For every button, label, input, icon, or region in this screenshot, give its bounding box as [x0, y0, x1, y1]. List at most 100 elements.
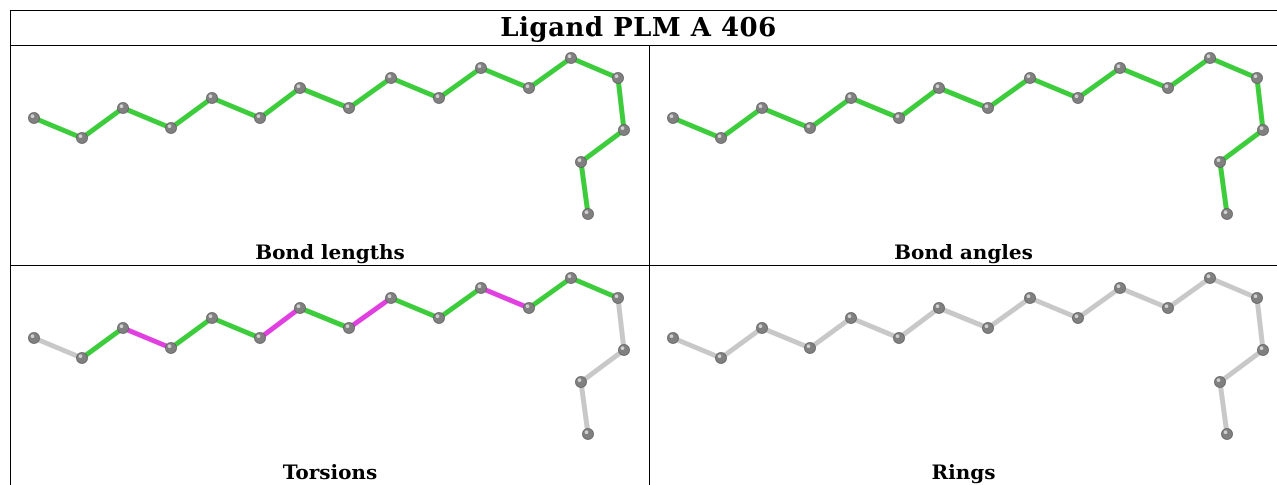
atom-highlight — [1206, 54, 1211, 58]
atom — [385, 292, 397, 304]
bond — [718, 325, 765, 361]
atom-highlight — [119, 324, 124, 328]
atom — [1024, 292, 1036, 304]
atom — [343, 322, 355, 334]
left-border — [10, 10, 11, 485]
atom-highlight — [584, 430, 589, 434]
atom-highlight — [847, 94, 852, 98]
atom-highlight — [584, 210, 589, 214]
atom-highlight — [1164, 304, 1169, 308]
panel-bond-angles: Bond angles — [650, 46, 1277, 265]
molecule-view — [667, 272, 1269, 440]
atom — [845, 312, 857, 324]
bond — [478, 285, 532, 311]
bond — [578, 379, 591, 437]
bond — [985, 295, 1033, 331]
bond — [568, 275, 621, 301]
atom — [618, 344, 630, 356]
figure-title: Ligand PLM A 406 — [500, 13, 777, 43]
atom — [1072, 92, 1084, 104]
atom — [1251, 292, 1263, 304]
atom — [1162, 302, 1174, 314]
atom-highlight — [806, 124, 811, 128]
atom-highlight — [256, 334, 261, 338]
atom-highlight — [30, 334, 35, 338]
bond — [346, 75, 394, 111]
panel-torsions: Torsions — [11, 266, 649, 485]
atom-highlight — [620, 126, 625, 130]
atom — [1204, 52, 1216, 64]
atom-highlight — [806, 344, 811, 348]
atom — [667, 112, 679, 124]
atom — [523, 82, 535, 94]
bond — [759, 325, 813, 351]
atom-highlight — [1116, 64, 1121, 68]
atom-highlight — [669, 114, 674, 118]
bond — [1217, 159, 1230, 217]
bond — [168, 95, 215, 131]
atom — [254, 332, 266, 344]
atom-highlight — [567, 54, 572, 58]
bond — [1165, 275, 1213, 311]
bond — [297, 85, 352, 111]
bond — [807, 315, 854, 351]
atom-highlight — [758, 104, 763, 108]
bond — [670, 115, 724, 141]
atom-highlight — [477, 284, 482, 288]
atom — [893, 112, 905, 124]
bond — [807, 95, 854, 131]
bond — [79, 325, 126, 361]
panel-caption: Bond angles — [894, 240, 1033, 264]
atom — [612, 72, 624, 84]
bond — [168, 315, 215, 351]
atom-highlight — [296, 304, 301, 308]
atom-highlight — [984, 104, 989, 108]
atom — [475, 62, 487, 74]
atom-highlight — [387, 74, 392, 78]
atom-highlight — [345, 104, 350, 108]
atom — [1257, 124, 1269, 136]
bond — [79, 105, 126, 141]
atom — [76, 132, 88, 144]
atom — [582, 428, 594, 440]
atom-highlight — [577, 158, 582, 162]
atom — [1072, 312, 1084, 324]
bond — [985, 75, 1033, 111]
atom-highlight — [614, 294, 619, 298]
bond — [1254, 295, 1266, 353]
atom-highlight — [847, 314, 852, 318]
panel-bond-lengths: Bond lengths — [11, 46, 649, 265]
atom-highlight — [1223, 430, 1228, 434]
atom — [618, 124, 630, 136]
atom — [982, 102, 994, 114]
atom — [933, 302, 945, 314]
atom — [475, 282, 487, 294]
bond — [209, 315, 263, 341]
row-divider — [10, 265, 1277, 266]
atom-highlight — [435, 94, 440, 98]
atom — [433, 312, 445, 324]
bond — [526, 275, 574, 311]
atom — [582, 208, 594, 220]
panel-rings: Rings — [650, 266, 1277, 485]
atom — [565, 272, 577, 284]
atom-highlight — [1026, 74, 1031, 78]
bond — [578, 347, 627, 385]
atom — [893, 332, 905, 344]
atom — [165, 122, 177, 134]
bond — [209, 95, 263, 121]
atom — [254, 112, 266, 124]
atom — [667, 332, 679, 344]
atom — [565, 52, 577, 64]
bond — [1117, 65, 1171, 91]
atom-highlight — [30, 114, 35, 118]
bond — [848, 95, 902, 121]
panel-caption: Torsions — [282, 460, 378, 484]
atom — [575, 156, 587, 168]
atom-highlight — [296, 84, 301, 88]
bond — [896, 305, 942, 341]
atom — [1204, 272, 1216, 284]
atom-highlight — [1253, 294, 1258, 298]
atom-highlight — [935, 304, 940, 308]
